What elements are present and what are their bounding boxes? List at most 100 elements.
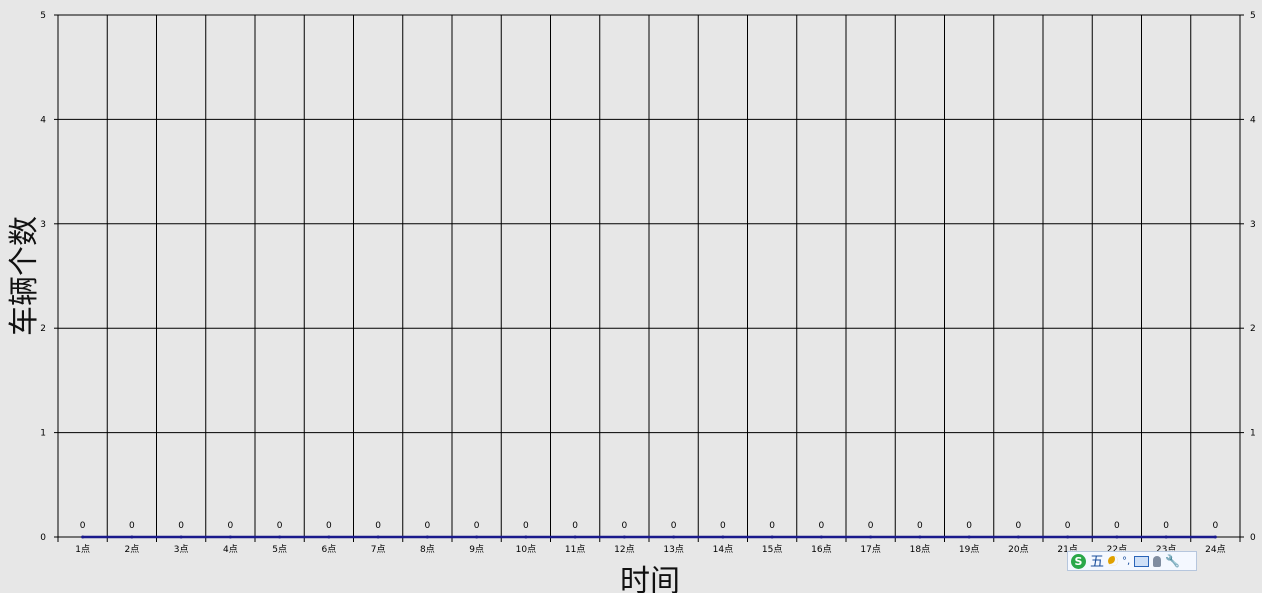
data-point [130,535,134,539]
data-point [81,535,85,539]
data-label: 0 [178,521,184,531]
y-tick-label-right: 1 [1250,429,1256,439]
data-label: 0 [129,521,135,531]
data-label: 0 [868,521,874,531]
data-point [425,535,429,539]
data-label: 0 [425,521,431,531]
x-tick-label: 11点 [565,544,585,555]
wrench-icon[interactable]: 🔧 [1165,554,1181,568]
data-point [622,535,626,539]
y-tick-label-right: 4 [1250,115,1256,125]
series-line [81,535,1217,539]
x-tick-label: 2点 [125,544,140,555]
y-tick-label-left: 5 [40,11,46,21]
data-label: 0 [572,521,578,531]
y-tick-label-left: 3 [40,220,46,230]
y-tick-label-right: 0 [1250,533,1256,543]
x-tick-label: 13点 [663,544,683,555]
data-point [918,535,922,539]
data-label: 0 [1065,521,1071,531]
data-point [672,535,676,539]
data-point [278,535,282,539]
punctuation-toggle[interactable]: °, [1122,555,1131,567]
data-label: 0 [1016,521,1022,531]
data-point [819,535,823,539]
data-point [327,535,331,539]
data-point [1066,535,1070,539]
ime-toolbar[interactable]: S 五 °, 🔧 [1067,551,1197,571]
x-tick-label: 6点 [322,544,337,555]
y-tick-label-right: 5 [1250,11,1256,21]
data-label: 0 [228,521,234,531]
y-tick-label-left: 2 [40,324,46,334]
y-axis-left-ticks: 0 1 2 3 4 5 [40,11,46,543]
x-tick-label: 12点 [614,544,634,555]
data-label: 0 [523,521,529,531]
data-labels: 0 0 0 0 0 0 0 0 0 0 0 0 0 0 0 0 0 0 0 0 0 0 0 0 [80,521,1219,531]
x-tick-label: 14点 [713,544,733,555]
y-tick-label-left: 4 [40,115,46,125]
data-point [573,535,577,539]
data-label: 0 [326,521,332,531]
data-label: 0 [819,521,825,531]
keyboard-icon[interactable] [1134,555,1150,567]
x-axis-title: 时间 [620,564,680,593]
x-tick-label: 15点 [762,544,782,555]
data-label: 0 [622,521,628,531]
x-tick-label: 8点 [420,544,435,555]
x-tick-label: 17点 [860,544,880,555]
x-tick-label: 23点 [1156,544,1176,555]
x-tick-label: 5点 [272,544,287,555]
data-label: 0 [671,521,677,531]
y-tick-label-right: 3 [1250,220,1256,230]
half-moon-icon[interactable] [1108,556,1118,566]
data-point [869,535,873,539]
data-label: 0 [1163,521,1169,531]
data-label: 0 [1114,521,1120,531]
x-tick-label: 16点 [811,544,831,555]
data-label: 0 [769,521,775,531]
data-label: 0 [80,521,86,531]
data-point [1016,535,1020,539]
x-tick-label: 10点 [516,544,536,555]
y-axis-title: 车辆个数 [7,216,42,336]
x-tick-label: 1点 [75,544,90,555]
gridlines [57,14,1241,538]
x-tick-label: 19点 [959,544,979,555]
data-label: 0 [277,521,283,531]
y-axis-right-ticks: 0 1 2 3 4 5 [1250,11,1256,543]
data-point [228,535,232,539]
data-point [1213,535,1217,539]
data-point [967,535,971,539]
data-label: 0 [966,521,972,531]
data-point [721,535,725,539]
x-tick-label: 18点 [910,544,930,555]
x-tick-label: 4点 [223,544,238,555]
person-icon[interactable] [1153,555,1162,567]
data-point [475,535,479,539]
y-tick-label-left: 1 [40,429,46,439]
x-axis-category-labels: 1点 2点 3点 4点 5点 6点 7点 8点 9点 10点 11点 12点 13点 14点 15点 16点 1… [75,544,1225,555]
data-point [770,535,774,539]
x-tick-label: 21点 [1057,544,1077,555]
x-tick-label: 9点 [469,544,484,555]
x-tick-label: 22点 [1107,544,1127,555]
sogou-logo-icon[interactable]: S [1071,553,1086,569]
data-label: 0 [917,521,923,531]
y-tick-label-right: 2 [1250,324,1256,334]
data-point [1115,535,1119,539]
data-point [1164,535,1168,539]
data-label: 0 [720,521,726,531]
input-mode-toggle[interactable]: 五 [1090,554,1104,570]
data-label: 0 [1213,521,1219,531]
data-label: 0 [474,521,480,531]
x-tick-label: 7点 [371,544,386,555]
data-label: 0 [375,521,381,531]
x-tick-label: 3点 [174,544,189,555]
x-tick-label: 24点 [1205,544,1225,555]
y-tick-label-left: 0 [40,533,46,543]
data-point [524,535,528,539]
data-point [179,535,183,539]
x-tick-label: 20点 [1008,544,1028,555]
